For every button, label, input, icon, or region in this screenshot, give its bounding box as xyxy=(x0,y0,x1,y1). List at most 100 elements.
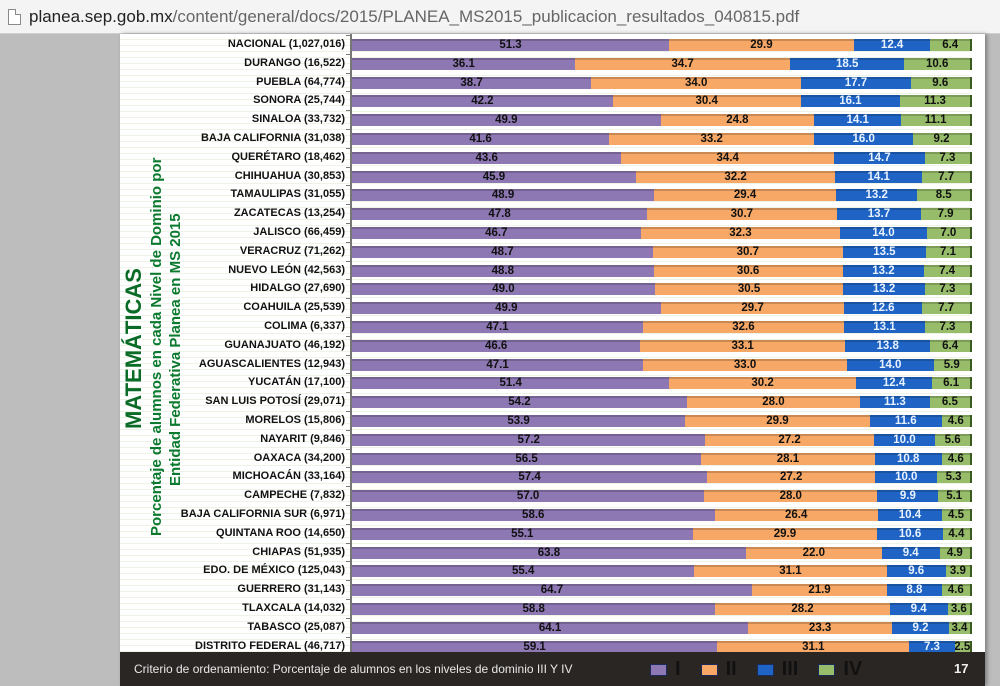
data-label: 45.9 xyxy=(482,170,506,183)
axis-tick xyxy=(346,204,351,206)
bar-segment-level-II: 34.4 xyxy=(621,151,835,164)
category-label: MORELOS (15,806) xyxy=(245,414,345,426)
bar-segment-level-IV: 4.9 xyxy=(939,546,970,559)
data-label: 5.3 xyxy=(945,471,962,484)
bar-segment-level-III: 9.9 xyxy=(877,490,939,503)
axis-tick xyxy=(346,580,351,582)
data-label: 63.8 xyxy=(537,546,561,559)
category-label: ZACATECAS (13,254) xyxy=(233,207,345,220)
bar-segment-level-II: 33.1 xyxy=(640,339,846,352)
bar-end-cap xyxy=(969,170,972,183)
bar-segment-level-IV: 7.4 xyxy=(924,264,970,277)
url-text[interactable]: planea.sep.gob.mx/content/general/docs/2… xyxy=(29,7,799,27)
bar-segment-level-III: 14.7 xyxy=(834,151,925,164)
bar-segment-level-IV: 6.5 xyxy=(929,396,970,409)
address-bar[interactable]: planea.sep.gob.mx/content/general/docs/2… xyxy=(0,0,1000,34)
bar-segment-level-II: 30.7 xyxy=(647,208,837,221)
data-label: 27.2 xyxy=(780,471,803,484)
data-label: 7.0 xyxy=(940,227,957,239)
bar-end-cap xyxy=(969,603,972,615)
bar-segment-level-IV: 5.9 xyxy=(933,358,970,371)
legend-item-level-I: I xyxy=(650,658,681,681)
bar-end-cap xyxy=(969,640,972,653)
bar-segment-level-II: 22.0 xyxy=(745,546,882,559)
category-label: OAXACA (34,200) xyxy=(253,451,345,464)
bar-segment-level-I: 46.6 xyxy=(352,339,641,352)
page-footer: Criterio de ordenamiento: Porcentaje de … xyxy=(120,652,985,686)
bar-segment-level-II: 33.0 xyxy=(643,358,847,371)
stacked-bar: 64.1 23.3 9.2 3.4 xyxy=(352,621,972,634)
data-label: 51.4 xyxy=(499,377,522,390)
bar-segment-level-IV: 7.9 xyxy=(921,208,970,221)
bar-segment-level-III: 14.0 xyxy=(847,358,934,371)
data-label: 4.4 xyxy=(948,527,965,540)
bar-end-cap xyxy=(969,433,972,446)
data-label: 12.4 xyxy=(882,377,906,390)
bar-segment-level-III: 9.2 xyxy=(892,621,949,634)
data-label: 9.4 xyxy=(902,546,919,559)
data-label: 58.8 xyxy=(522,603,545,615)
bar-segment-level-III: 18.5 xyxy=(789,57,905,70)
data-label: 30.7 xyxy=(736,245,759,258)
bar-segment-level-II: 27.2 xyxy=(707,471,876,484)
bar-end-cap xyxy=(969,189,972,202)
legend-item-level-IV: IV xyxy=(818,658,862,681)
bar-segment-level-III: 12.6 xyxy=(844,302,923,315)
bar-segment-level-III: 14.1 xyxy=(835,170,923,183)
axis-tick xyxy=(346,373,351,375)
bar-end-cap xyxy=(969,208,972,221)
data-label: 9.9 xyxy=(899,490,916,503)
bar-segment-level-I: 51.4 xyxy=(352,377,670,390)
axis-tick xyxy=(346,91,351,93)
bar-segment-level-III: 10.0 xyxy=(875,471,938,484)
legend-item-level-III: III xyxy=(756,658,798,681)
category-label: COLIMA (6,337) xyxy=(264,320,345,332)
bar-segment-level-I: 55.4 xyxy=(352,565,695,578)
data-label: 32.2 xyxy=(724,170,747,183)
bar-segment-level-II: 28.0 xyxy=(704,490,878,503)
legend-label: IV xyxy=(843,658,863,680)
data-label: 55.1 xyxy=(511,527,534,540)
bar-segment-level-I: 48.8 xyxy=(352,264,654,277)
bar-segment-level-I: 57.2 xyxy=(352,433,706,446)
bar-segment-level-I: 49.9 xyxy=(352,114,661,127)
data-label: 10.4 xyxy=(898,509,922,521)
legend-swatch xyxy=(650,663,667,676)
bar-end-cap xyxy=(969,39,972,51)
data-label: 5.1 xyxy=(946,490,963,503)
bar-segment-level-IV: 7.7 xyxy=(922,302,970,315)
data-label: 29.9 xyxy=(750,39,773,51)
data-label: 28.0 xyxy=(779,490,802,503)
data-label: 48.9 xyxy=(491,189,515,202)
bar-segment-level-IV: 10.6 xyxy=(904,57,970,70)
category-label: CHIHUAHUA (30,853) xyxy=(234,169,345,182)
category-label: DISTRITO FEDERAL (46,717) xyxy=(195,639,345,652)
bar-end-cap xyxy=(969,396,972,409)
axis-tick xyxy=(346,429,351,431)
stacked-bar: 54.2 28.0 11.3 6.5 xyxy=(352,396,972,409)
bar-segment-level-IV: 4.5 xyxy=(942,509,970,521)
bar-segment-level-IV: 2.5 xyxy=(954,640,970,653)
axis-tick xyxy=(346,260,351,262)
data-label: 11.3 xyxy=(924,95,946,108)
data-label: 64.7 xyxy=(540,584,564,597)
data-label: 14.7 xyxy=(868,151,891,164)
data-label: 14.1 xyxy=(867,170,890,183)
data-label: 4.6 xyxy=(947,452,964,465)
bar-segment-level-II: 33.2 xyxy=(609,133,815,145)
bar-segment-level-II: 30.7 xyxy=(652,245,843,258)
bar-end-cap xyxy=(969,584,972,597)
bar-segment-level-II: 30.5 xyxy=(654,283,844,296)
data-label: 13.8 xyxy=(876,339,899,352)
data-label: 6.4 xyxy=(942,339,959,352)
data-label: 33.0 xyxy=(733,358,757,371)
axis-tick xyxy=(346,617,351,619)
data-label: 4.6 xyxy=(947,415,964,427)
axis-tick xyxy=(346,467,351,469)
data-label: 4.9 xyxy=(946,546,963,559)
bar-segment-level-IV: 11.1 xyxy=(901,114,970,127)
axis-tick xyxy=(346,448,351,450)
data-label: 47.8 xyxy=(488,208,511,221)
data-label: 3.9 xyxy=(949,565,966,578)
data-label: 26.4 xyxy=(784,509,808,521)
